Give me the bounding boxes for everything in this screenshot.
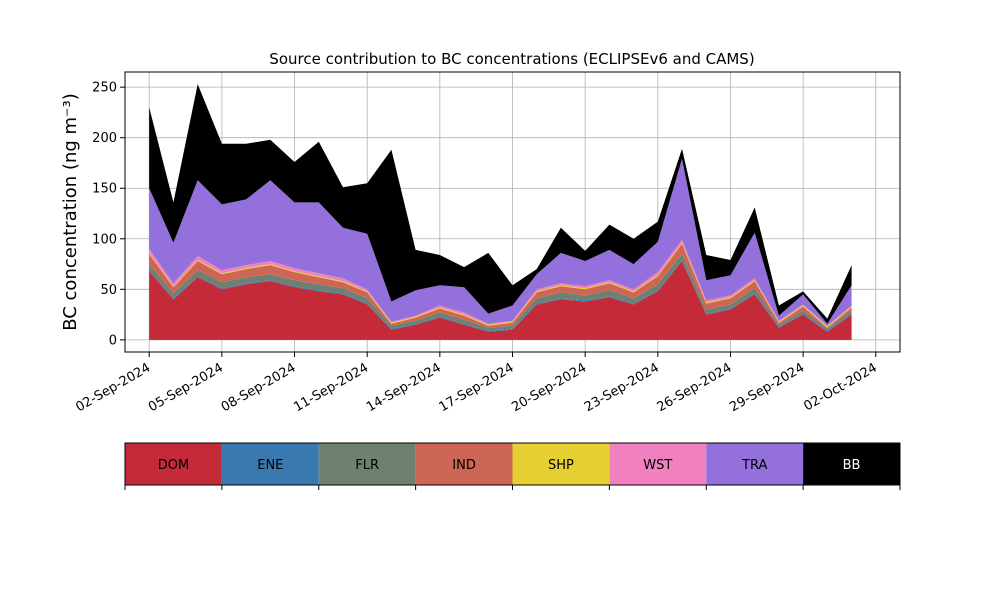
y-tick-label: 100 <box>92 232 117 247</box>
y-tick-label: 0 <box>109 333 117 348</box>
legend-swatch-dom <box>125 443 222 485</box>
x-tick-label: 23-Sep-2024 <box>582 360 662 415</box>
x-tick-label: 02-Oct-2024 <box>801 360 879 414</box>
legend-swatch-ene <box>221 443 319 485</box>
x-tick-label: 17-Sep-2024 <box>437 360 517 415</box>
legend-swatch-tra <box>706 443 804 485</box>
y-tick-label: 250 <box>92 81 117 96</box>
x-axis-ticks: 02-Sep-202405-Sep-202408-Sep-202411-Sep-… <box>73 352 880 415</box>
y-axis-label: BC concentration (ng m⁻³) <box>60 93 81 331</box>
legend-swatch-wst <box>609 443 707 485</box>
legend-label-ene: ENE <box>257 458 283 473</box>
legend-swatch-flr <box>318 443 416 485</box>
stacked-areas <box>149 84 852 340</box>
area-bb <box>149 84 852 324</box>
x-tick-label: 05-Sep-2024 <box>146 360 226 415</box>
x-tick-label: 20-Sep-2024 <box>509 360 589 415</box>
plot-area: 02-Sep-202405-Sep-202408-Sep-202411-Sep-… <box>73 71 901 415</box>
y-tick-label: 200 <box>92 131 117 146</box>
x-tick-label: 29-Sep-2024 <box>727 360 807 415</box>
legend-label-wst: WST <box>643 458 672 473</box>
legend-label-tra: TRA <box>741 458 767 473</box>
legend-frame <box>124 442 901 486</box>
area-dom <box>149 261 852 340</box>
legend-swatch-bb <box>803 443 900 485</box>
legend-swatch-shp <box>512 443 610 485</box>
x-tick-label: 14-Sep-2024 <box>364 360 444 415</box>
y-tick-label: 150 <box>92 182 117 197</box>
legend-label-shp: SHP <box>548 458 574 473</box>
y-axis-ticks: 0 50 100 150 200 250 <box>92 81 125 348</box>
x-tick-label: 26-Sep-2024 <box>655 360 735 415</box>
legend-swatch-ind <box>415 443 513 485</box>
legend-label-flr: FLR <box>355 458 379 473</box>
chart-title: Source contribution to BC concentrations… <box>269 50 754 68</box>
legend-label-bb: BB <box>843 458 861 473</box>
legend-colorbar: DOM ENE FLR IND SHP WST TRA BB <box>124 442 901 490</box>
x-tick-label: 02-Sep-2024 <box>73 360 153 415</box>
y-tick-label: 50 <box>100 283 117 298</box>
legend-label-dom: DOM <box>158 458 189 473</box>
area-tra <box>149 158 852 326</box>
x-tick-label: 08-Sep-2024 <box>219 360 299 415</box>
legend-label-ind: IND <box>452 458 476 473</box>
x-tick-label: 11-Sep-2024 <box>291 360 371 415</box>
